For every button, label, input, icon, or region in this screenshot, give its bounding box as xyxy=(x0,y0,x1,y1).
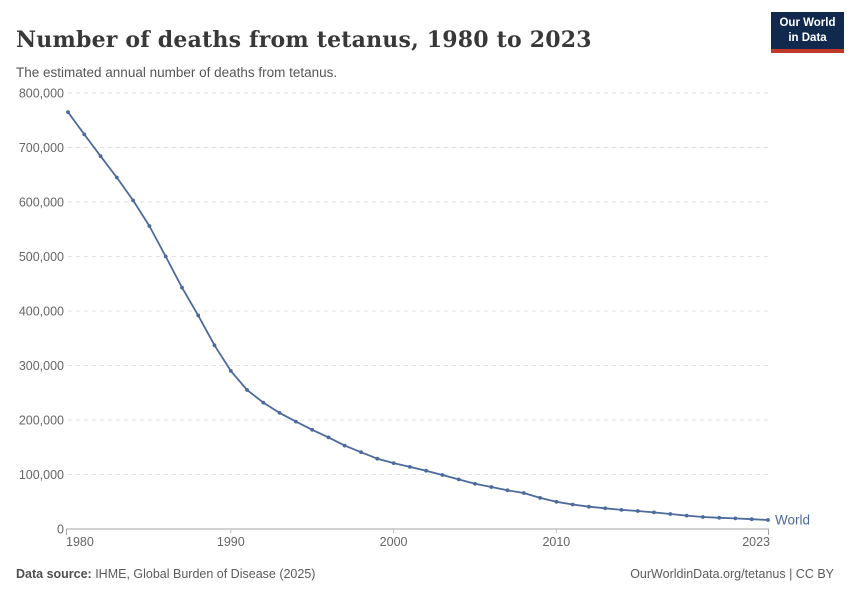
x-tick-label: 2023 xyxy=(742,535,770,549)
data-point[interactable] xyxy=(619,508,624,512)
data-source: Data source: IHME, Global Burden of Dise… xyxy=(16,567,315,581)
data-point[interactable] xyxy=(766,518,770,522)
data-point[interactable] xyxy=(147,224,152,228)
data-point[interactable] xyxy=(114,175,119,180)
y-tick-label: 800,000 xyxy=(19,87,64,101)
data-point[interactable] xyxy=(701,515,705,519)
data-point[interactable] xyxy=(180,285,184,290)
data-point[interactable] xyxy=(489,485,494,489)
data-point[interactable] xyxy=(359,450,363,455)
y-tick-label: 700,000 xyxy=(19,141,64,155)
data-point[interactable] xyxy=(635,509,640,513)
data-point[interactable] xyxy=(245,388,250,392)
owid-logo-line2: in Data xyxy=(788,31,827,44)
y-tick-label: 500,000 xyxy=(19,250,64,264)
data-point[interactable] xyxy=(749,517,754,522)
data-point[interactable] xyxy=(82,132,87,137)
data-point[interactable] xyxy=(131,198,136,203)
license-link[interactable]: OurWorldinData.org/tetanus | CC BY xyxy=(630,567,834,581)
data-point[interactable] xyxy=(603,506,608,511)
data-point[interactable] xyxy=(375,456,380,461)
data-point[interactable] xyxy=(440,473,445,477)
data-point[interactable] xyxy=(277,411,282,415)
data-point[interactable] xyxy=(261,400,266,405)
data-point[interactable] xyxy=(424,468,428,473)
series-label-world[interactable]: World xyxy=(775,513,810,528)
data-point[interactable] xyxy=(66,110,70,114)
trend-line[interactable] xyxy=(67,111,769,521)
data-point[interactable] xyxy=(228,369,233,373)
data-point[interactable] xyxy=(570,502,575,507)
data-point[interactable] xyxy=(717,515,722,520)
chart-subtitle: The estimated annual number of deaths fr… xyxy=(16,64,338,80)
x-tick-label: 1980 xyxy=(66,535,94,549)
data-point[interactable] xyxy=(538,496,542,500)
y-tick-label: 600,000 xyxy=(19,196,64,210)
chart-title: Number of deaths from tetanus, 1980 to 2… xyxy=(16,26,592,53)
data-point[interactable] xyxy=(408,465,412,469)
x-tick-label: 2010 xyxy=(542,535,570,549)
y-tick-label: 400,000 xyxy=(19,305,64,319)
data-point[interactable] xyxy=(326,435,331,440)
data-point[interactable] xyxy=(554,499,559,504)
chart-canvas[interactable]: 0 100,000 200,000 300,000 400,000 500,000 600,… xyxy=(0,85,850,560)
data-point[interactable] xyxy=(668,512,673,516)
y-tick-label: 100,000 xyxy=(19,468,64,482)
chart-footer: Data source: IHME, Global Burden of Dise… xyxy=(16,567,834,581)
data-point[interactable] xyxy=(342,443,347,448)
data-point[interactable] xyxy=(505,488,510,493)
data-point[interactable] xyxy=(473,481,477,486)
y-tick-label: 0 xyxy=(57,523,64,537)
data-point[interactable] xyxy=(163,254,168,259)
data-point[interactable] xyxy=(587,504,591,509)
data-point[interactable] xyxy=(310,427,315,432)
y-tick-label: 300,000 xyxy=(19,359,64,373)
data-point[interactable] xyxy=(391,461,396,465)
data-source-text: IHME, Global Burden of Disease (2025) xyxy=(91,567,316,581)
data-point[interactable] xyxy=(684,513,689,518)
data-source-label: Data source: xyxy=(16,567,92,581)
data-point[interactable] xyxy=(521,491,526,495)
y-tick-label: 200,000 xyxy=(19,414,64,428)
x-tick-label: 2000 xyxy=(380,535,408,549)
data-point[interactable] xyxy=(212,343,217,348)
owid-logo[interactable]: Our World in Data xyxy=(771,12,844,53)
data-point[interactable] xyxy=(652,510,656,515)
data-point[interactable] xyxy=(456,477,461,482)
data-point[interactable] xyxy=(98,154,103,159)
data-point[interactable] xyxy=(196,313,201,318)
x-tick-label: 1990 xyxy=(217,535,245,549)
data-point[interactable] xyxy=(733,516,738,521)
data-point[interactable] xyxy=(294,419,298,424)
owid-logo-line1: Our World xyxy=(779,17,836,30)
